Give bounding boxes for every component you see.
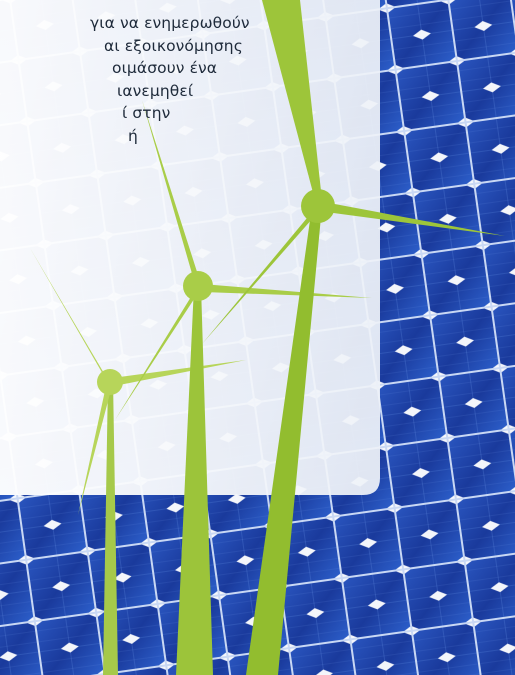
paragraph-line: οιμάσουν ένα xyxy=(112,59,218,77)
wind-turbine-icon xyxy=(115,100,372,675)
paragraph-line: για να ενημερωθούν xyxy=(90,14,250,32)
wind-turbine-icon xyxy=(202,0,505,675)
paragraph-line: ιανεμηθεί xyxy=(117,81,194,100)
wind-turbine-icon xyxy=(30,248,246,675)
paragraph-line: ί στην xyxy=(122,104,171,122)
paragraph-line: αι εξοικονόμησης xyxy=(104,36,243,55)
text-panel: για να ενημερωθούν αι εξοικονόμησης οιμά… xyxy=(0,0,320,147)
paragraph-line: ή xyxy=(128,126,138,145)
text-panel-background xyxy=(0,0,380,495)
